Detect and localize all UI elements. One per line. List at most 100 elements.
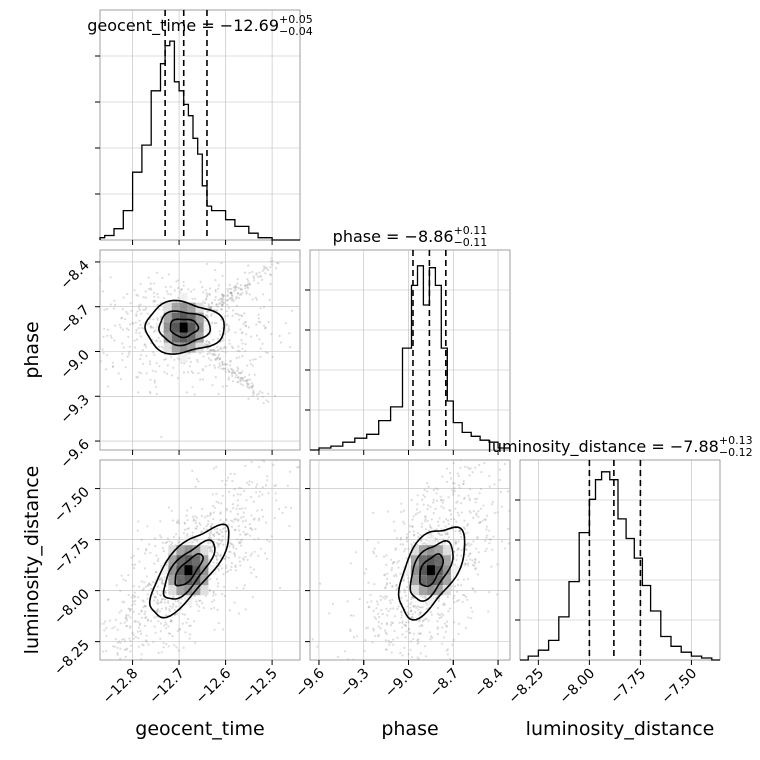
- scatter-point: [468, 455, 470, 457]
- scatter-point: [152, 677, 154, 679]
- scatter-point: [124, 579, 127, 582]
- scatter-point: [146, 618, 150, 621]
- scatter-point: [410, 499, 413, 502]
- scatter-point: [245, 292, 248, 295]
- scatter-point: [436, 632, 439, 636]
- scatter-point: [233, 371, 236, 374]
- scatter-point: [423, 645, 426, 648]
- x-tick-label-luminosity-distance: −8.00: [557, 666, 599, 708]
- scatter-point: [223, 302, 226, 305]
- scatter-point: [412, 638, 415, 641]
- scatter-point: [135, 701, 137, 703]
- scatter-point: [121, 638, 124, 641]
- scatter-point: [130, 309, 133, 312]
- scatter-point: [457, 599, 460, 602]
- scatter-point: [387, 609, 390, 613]
- panel-frame: [309, 249, 511, 451]
- scatter-point: [208, 342, 211, 345]
- density-cell: [187, 322, 196, 333]
- scatter-point: [112, 365, 115, 368]
- scatter-point: [511, 538, 513, 540]
- scatter-point: [162, 641, 165, 644]
- scatter-point: [477, 551, 480, 554]
- scatter-point: [217, 545, 220, 548]
- scatter-point: [225, 385, 228, 388]
- scatter-point: [437, 532, 440, 535]
- quantile-lines: [164, 10, 208, 240]
- scatter-point: [392, 643, 395, 646]
- contour-line: [144, 299, 225, 355]
- scatter-point: [252, 392, 255, 395]
- scatter-point: [230, 292, 233, 295]
- scatter-point: [214, 288, 217, 292]
- scatter-point: [258, 465, 261, 469]
- scatter-point: [140, 673, 142, 675]
- scatter-point: [216, 577, 219, 581]
- scatter-point: [435, 499, 438, 502]
- scatter-point: [114, 645, 117, 648]
- scatter-point: [216, 530, 219, 534]
- scatter-point: [405, 536, 408, 539]
- scatter-point: [192, 518, 195, 521]
- scatter-point: [429, 611, 432, 614]
- scatter-point: [106, 307, 109, 311]
- scatter-point: [266, 538, 269, 542]
- scatter-point: [266, 479, 269, 482]
- scatter-point: [225, 571, 228, 574]
- scatter-point: [255, 485, 258, 488]
- scatter-point: [113, 303, 117, 306]
- scatter-point: [239, 287, 242, 290]
- scatter-point: [272, 464, 275, 467]
- scatter-point: [460, 511, 463, 514]
- scatter-point: [248, 480, 251, 483]
- scatter-point: [195, 600, 198, 603]
- scatter-point: [370, 600, 373, 603]
- scatter-point: [247, 280, 250, 283]
- scatter-point: [144, 639, 147, 642]
- scatter-point: [216, 541, 219, 545]
- scatter-point: [168, 664, 170, 666]
- scatter-point: [145, 547, 148, 551]
- scatter-point: [349, 562, 352, 565]
- scatter-point: [480, 471, 483, 474]
- scatter-point: [184, 631, 187, 634]
- density-cell: [434, 575, 443, 586]
- scatter-point: [451, 643, 454, 647]
- scatter-point: [126, 647, 129, 650]
- scatter-point: [468, 552, 471, 555]
- scatter-point: [143, 604, 146, 607]
- scatter-point: [234, 372, 237, 375]
- scatter-point: [208, 341, 211, 344]
- scatter-point: [147, 582, 150, 585]
- scatter-point: [378, 615, 381, 619]
- scatter-point: [170, 509, 173, 512]
- scatter-point: [138, 622, 141, 625]
- scatter-point: [114, 618, 117, 621]
- scatter-point: [447, 519, 450, 522]
- scatter-point: [240, 293, 243, 296]
- scatter-point: [411, 518, 414, 521]
- scatter-point: [255, 575, 258, 579]
- scatter-point: [138, 319, 141, 322]
- scatter-point: [164, 614, 167, 617]
- scatter-point: [230, 296, 234, 299]
- density-cell: [163, 332, 172, 343]
- scatter-point: [206, 347, 209, 350]
- scatter-point: [400, 502, 403, 505]
- scatter-point: [257, 537, 260, 540]
- scatter-point: [390, 641, 393, 644]
- scatter-point: [167, 600, 170, 603]
- scatter-point: [403, 646, 406, 650]
- scatter-point: [401, 543, 404, 546]
- scatter-point: [238, 507, 241, 511]
- scatter-point: [254, 296, 258, 299]
- scatter-point: [478, 492, 481, 495]
- scatter-point: [405, 536, 409, 540]
- scatter-point: [224, 299, 227, 302]
- scatter-point: [242, 557, 245, 560]
- scatter-point: [119, 647, 122, 650]
- scatter-point: [233, 518, 236, 521]
- scatter-point: [279, 341, 283, 344]
- scatter-point: [132, 585, 135, 588]
- scatter-point: [208, 352, 211, 355]
